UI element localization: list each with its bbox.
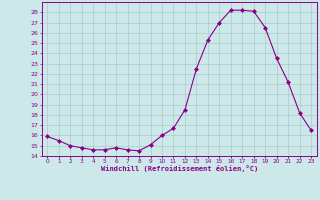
X-axis label: Windchill (Refroidissement éolien,°C): Windchill (Refroidissement éolien,°C) (100, 165, 258, 172)
